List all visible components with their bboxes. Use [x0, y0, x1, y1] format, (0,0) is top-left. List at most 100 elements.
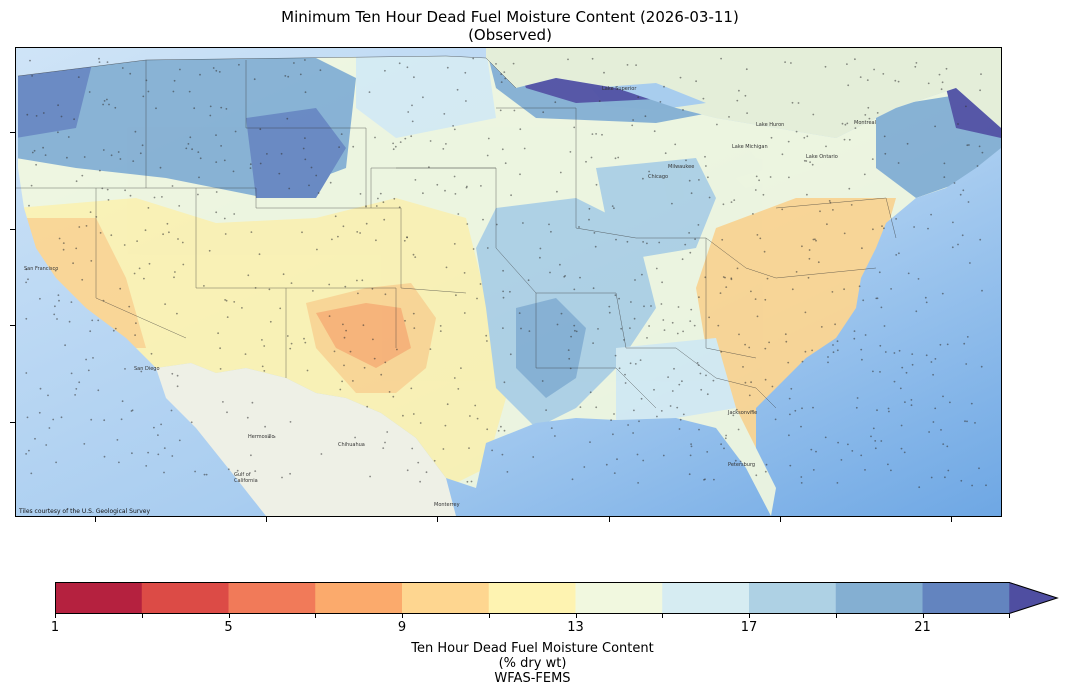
station-marker [469, 415, 471, 417]
station-marker [611, 205, 614, 208]
station-marker [960, 479, 963, 482]
station-marker [369, 475, 371, 478]
station-marker [249, 163, 252, 166]
station-marker [403, 239, 406, 242]
station-marker [595, 133, 597, 135]
station-marker [383, 218, 386, 221]
station-marker [411, 120, 414, 123]
station-marker [246, 416, 249, 419]
station-marker [613, 472, 616, 474]
station-marker [188, 90, 191, 93]
station-marker [674, 143, 677, 146]
station-marker [633, 409, 635, 412]
station-marker [331, 238, 333, 241]
station-marker [941, 292, 944, 295]
station-marker [442, 148, 445, 150]
station-marker [208, 249, 211, 252]
station-marker [443, 113, 446, 115]
station-marker [413, 327, 416, 329]
station-marker [632, 432, 634, 434]
station-marker [166, 222, 169, 225]
station-marker [684, 243, 687, 246]
station-marker [613, 207, 615, 210]
station-marker [258, 253, 261, 256]
tile-labels: San Francisco San Diego Hermosillo Chihu… [24, 86, 876, 508]
colorbar-tick [315, 614, 317, 618]
station-marker [817, 261, 820, 264]
station-marker [595, 183, 598, 186]
colorbar-bin [315, 582, 403, 614]
station-marker [944, 476, 946, 479]
svg-text:Lake Ontario: Lake Ontario [806, 154, 838, 160]
station-marker [120, 418, 123, 421]
station-marker [247, 274, 250, 277]
station-marker [102, 103, 104, 106]
station-marker [697, 364, 700, 366]
station-marker [523, 147, 526, 150]
station-marker [946, 445, 949, 448]
station-marker [74, 394, 76, 396]
station-marker [882, 73, 885, 75]
station-marker [293, 62, 295, 64]
station-marker [787, 140, 790, 143]
station-marker [222, 401, 224, 403]
station-marker [918, 486, 921, 489]
station-marker [392, 395, 395, 398]
station-marker [402, 414, 404, 417]
station-marker [236, 469, 239, 472]
station-marker [286, 335, 289, 337]
station-marker [876, 112, 879, 114]
station-marker [795, 130, 798, 133]
station-marker [366, 405, 369, 408]
station-marker [134, 334, 136, 336]
station-marker [303, 337, 305, 340]
station-marker [476, 417, 479, 420]
station-marker [287, 75, 290, 78]
station-marker [748, 394, 751, 397]
station-marker [138, 267, 141, 270]
station-marker [394, 145, 397, 148]
station-marker [27, 278, 29, 281]
colorbar-bin [1009, 582, 1058, 614]
station-marker [898, 349, 901, 352]
station-marker [456, 88, 459, 91]
station-marker [815, 450, 817, 453]
station-marker [836, 349, 839, 352]
station-marker [946, 343, 949, 346]
station-marker [414, 256, 417, 258]
station-marker [502, 290, 504, 293]
station-marker [263, 345, 266, 347]
station-marker [663, 85, 665, 88]
station-marker [453, 128, 456, 131]
station-marker [750, 381, 752, 384]
station-marker [769, 176, 772, 178]
station-marker [254, 287, 257, 289]
station-marker [253, 78, 256, 81]
svg-text:Montreal: Montreal [854, 120, 876, 126]
colorbar-bin [835, 582, 923, 614]
station-marker [681, 380, 683, 383]
station-marker [883, 135, 886, 138]
colorbar-bin [575, 582, 663, 614]
station-marker [636, 453, 639, 456]
station-marker [653, 388, 655, 391]
station-marker [841, 122, 844, 125]
colorbar-tick-label: 21 [914, 620, 931, 635]
station-marker [31, 151, 34, 154]
station-marker [862, 299, 865, 302]
station-marker [843, 232, 846, 235]
station-marker [64, 344, 66, 347]
station-marker [771, 385, 774, 388]
station-marker [144, 229, 147, 232]
station-marker [791, 101, 794, 104]
station-marker [503, 71, 506, 73]
station-marker [545, 409, 547, 411]
colorbar-tick [402, 614, 403, 618]
station-marker [504, 162, 507, 165]
station-marker [942, 395, 944, 398]
station-marker [748, 346, 751, 349]
station-marker [178, 439, 181, 442]
station-marker [934, 125, 936, 128]
station-marker [754, 189, 757, 191]
station-marker [806, 135, 809, 138]
